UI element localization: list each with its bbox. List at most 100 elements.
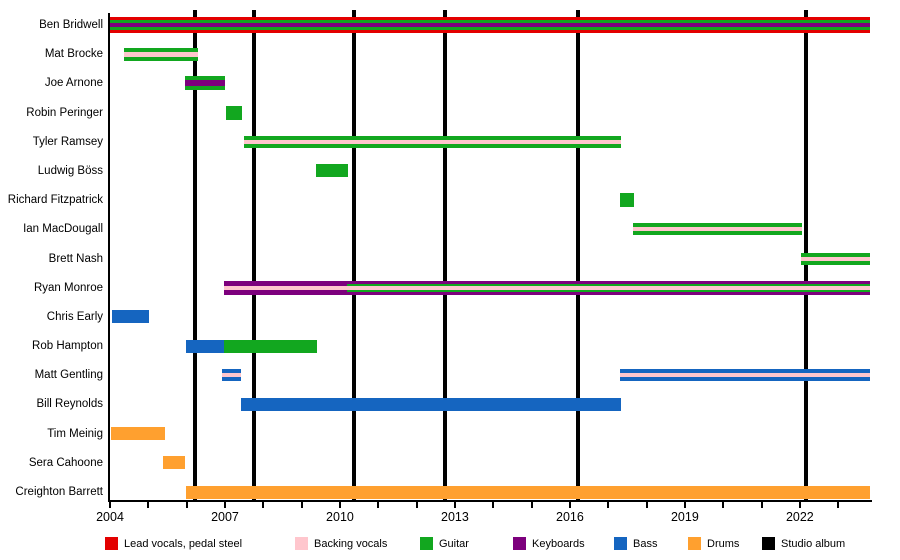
year-tick [300,502,303,508]
bar-stripe-guitar [124,47,199,52]
bar-stripe-guitar [223,339,317,353]
timeline-bar [184,76,225,91]
year-tick [645,502,648,508]
member-name-label: Ben Bridwell [39,19,103,31]
year-tick [338,502,341,508]
timeline-bar [226,105,242,120]
year-tick [147,502,150,508]
legend-swatch-album [762,537,775,550]
bar-stripe-guitar [315,164,348,178]
year-label: 2019 [670,510,699,524]
member-name-label: Joe Arnone [44,77,103,90]
legend-item-lead: Lead vocals, pedal steel [105,537,242,550]
bar-stripe-backing [124,51,199,57]
year-tick [683,502,686,508]
bar-stripe-backing [244,139,621,144]
bar-stripe-backing [620,373,870,378]
studio-album-line [442,10,447,501]
timeline-bar [801,252,870,265]
year-tick [722,502,725,508]
bar-stripe-backing [223,285,347,290]
bar-stripe-guitar [801,252,870,257]
bar-stripe-bass [241,397,621,411]
legend-label: Lead vocals, pedal steel [124,537,243,550]
year-tick [415,502,418,508]
bar-stripe-guitar [801,260,870,265]
timeline-bar [124,47,199,61]
bar-stripe-guitar [184,86,225,91]
year-tick [223,502,226,508]
bar-stripe-guitar [184,76,225,81]
timeline-bar [223,339,317,353]
bar-stripe-guitar [633,231,803,236]
member-name-label: Mat Brocke [44,48,103,61]
studio-album-line [252,10,257,501]
x-axis-line [108,500,872,502]
bar-stripe-bass [620,377,870,382]
year-tick [760,502,763,508]
y-axis-line [108,13,110,502]
legend-label: Backing vocals [314,537,388,550]
timeline-bar [620,369,870,382]
timeline-bar [185,485,870,499]
bar-stripe-keys [346,291,870,295]
member-name-label: Tim Meinig [47,427,103,440]
member-name-label: Ryan Monroe [33,281,103,294]
studio-album-line [352,10,357,501]
year-tick [568,502,571,508]
timeline-bar [110,17,870,33]
legend-swatch-bass [614,537,627,550]
member-name-label: Ludwig Böss [37,164,103,177]
timeline-bar [185,339,224,353]
bar-stripe-keys [223,280,347,286]
bar-stripe-drums [185,485,870,499]
member-name-label: Chris Early [46,310,103,323]
legend-item-album: Studio album [762,537,845,550]
legend-swatch-guitar [420,537,433,550]
legend-label: Drums [707,537,740,550]
bar-stripe-backing [633,227,803,232]
member-name-label: Bill Reynolds [36,398,103,411]
bar-stripe-bass [111,310,150,324]
bar-stripe-bass [221,377,242,382]
studio-album-line [193,10,198,501]
year-label: 2010 [326,510,354,524]
bar-stripe-bass [221,369,242,374]
member-name-label: Creighton Barrett [15,486,103,499]
timeline-bar [633,223,803,236]
member-name-label: Ian MacDougall [23,223,103,236]
bar-stripe-guitar [244,143,621,148]
bar-stripe-guitar [633,223,803,228]
year-tick [607,502,610,508]
bar-stripe-guitar [244,135,621,140]
member-name-label: Brett Nash [48,252,103,265]
bar-stripe-bass [185,339,224,353]
bar-stripe-drums [111,427,165,441]
year-label: 2007 [211,510,239,524]
year-tick [377,502,380,508]
legend-item-guitar: Guitar [420,537,469,550]
legend-swatch-lead [105,537,118,550]
bar-stripe-lead [110,17,870,20]
bar-stripe-backing [346,285,870,290]
timeline-bar [244,135,621,148]
bar-stripe-keys [110,23,870,27]
legend-label: Bass [633,537,658,550]
bar-stripe-drums [162,456,186,470]
bar-stripe-guitar [346,289,870,292]
timeline-bar [221,369,242,382]
member-name-label: Rob Hampton [32,340,103,353]
member-name-label: Sera Cahoone [28,456,103,469]
year-label: 2016 [556,510,584,524]
timeline-bar [111,427,165,441]
member-name-label: Richard Fitzpatrick [7,194,103,207]
legend-item-drums: Drums [688,537,739,550]
year-tick [109,502,111,508]
year-label: 2022 [785,510,814,524]
legend-label: Keyboards [532,537,585,550]
legend-swatch-backing [295,537,308,550]
bar-stripe-backing [221,373,242,378]
bar-stripe-bass [620,369,870,374]
legend-swatch-keys [513,537,526,550]
